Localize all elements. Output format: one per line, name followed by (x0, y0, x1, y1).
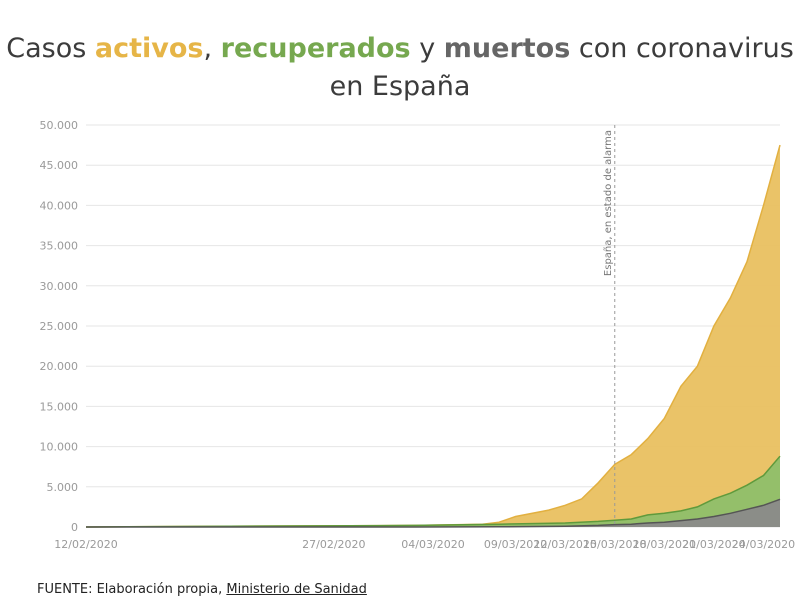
title-separator-2: y (410, 33, 444, 64)
y-axis-ticks: 0 5.000 10.000 15.000 20.000 25.000 30.000 35.0… (40, 119, 79, 534)
alarm-annotation: España, en estado de alarma (603, 125, 616, 527)
y-tick-label: 25.000 (40, 320, 79, 333)
title-separator-1: , (203, 33, 221, 64)
source-note: FUENTE: Elaboración propia, Ministerio d… (37, 582, 367, 597)
y-tick-label: 0 (71, 521, 78, 534)
y-tick-label: 20.000 (40, 360, 79, 373)
x-tick-label: 12/02/2020 (54, 538, 117, 551)
y-tick-label: 50.000 (40, 119, 79, 132)
x-axis-ticks: 12/02/2020 27/02/2020 04/03/2020 09/03/2020… (54, 538, 795, 551)
series-area-muertos (86, 499, 780, 527)
series-area-recuperados-line (85, 455, 781, 528)
source-link[interactable]: Ministerio de Sanidad (226, 582, 367, 597)
alarm-annotation-label: España, en estado de alarma (603, 130, 614, 276)
y-tick-label: 5.000 (47, 481, 79, 494)
title-word-recuperados: recuperados (220, 33, 411, 64)
x-tick-label: 04/03/2020 (401, 538, 464, 551)
y-tick-label: 15.000 (40, 400, 79, 413)
y-tick-label: 40.000 (40, 199, 79, 212)
title-word-activos: activos (94, 33, 204, 64)
x-tick-label: 24/03/2020 (732, 538, 795, 551)
y-tick-label: 10.000 (40, 441, 79, 454)
series-area-muertos-line (86, 498, 781, 528)
x-tick-label: 21/03/2020 (682, 538, 745, 551)
series-area-activos (86, 145, 780, 527)
x-tick-label: 15/03/2020 (583, 538, 646, 551)
x-tick-label: 12/03/2020 (533, 538, 596, 551)
x-tick-label: 09/03/2020 (484, 538, 547, 551)
series-areas (85, 144, 781, 528)
series-area-activos-line (85, 144, 781, 528)
title-suffix: con coronavirus en España (329, 33, 794, 102)
y-tick-label: 30.000 (40, 280, 79, 293)
x-tick-label: 27/02/2020 (302, 538, 365, 551)
title-prefix: Casos (6, 33, 95, 64)
source-label: FUENTE: Elaboración propia, (37, 582, 227, 597)
title-word-muertos: muertos (443, 33, 571, 64)
y-tick-label: 45.000 (40, 159, 79, 172)
x-tick-label: 18/03/2020 (633, 538, 696, 551)
y-tick-label: 35.000 (40, 240, 79, 253)
chart-title: Casos activos, recuperados y muertos con… (0, 30, 800, 106)
